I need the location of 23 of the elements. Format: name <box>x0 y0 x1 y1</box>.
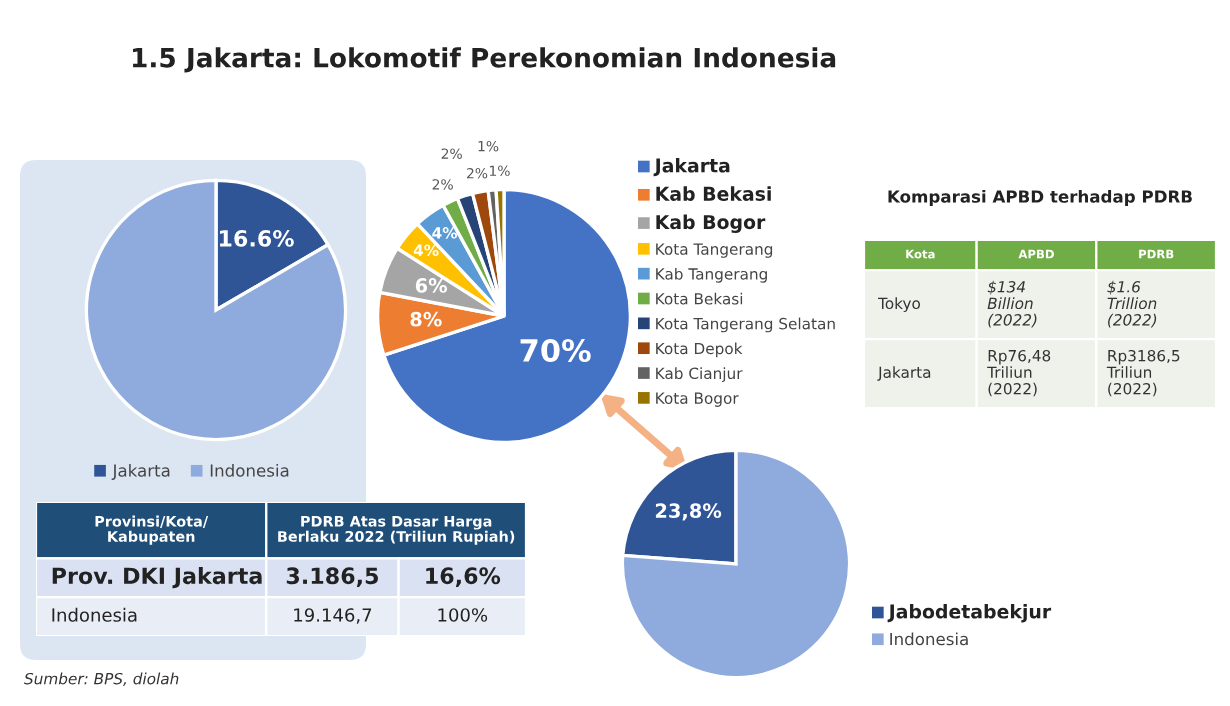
text: 19.146,7 <box>294 608 372 624</box>
data-label: 6% <box>415 278 448 293</box>
legend-label: Indonesia <box>210 463 289 477</box>
legend-label: Jakarta <box>111 463 170 480</box>
category-label: Prov. DKI Jakarta <box>52 566 262 589</box>
legend-label: Jakarta <box>653 158 730 177</box>
data-label: 16.6% <box>219 229 294 247</box>
text: 100% <box>438 608 488 622</box>
pie-slice <box>620 448 852 680</box>
text: 16,6% <box>426 567 501 587</box>
text: 3.186,5 <box>286 567 378 587</box>
legend-label: Indonesia <box>890 632 968 646</box>
data-label: 8% <box>410 311 442 327</box>
legend-label: Jabodetabekjur <box>887 604 1052 623</box>
text: Komparasi APBD terhadap PDRB <box>888 189 1192 207</box>
data-label: 23,8% <box>655 503 722 521</box>
category-label: Indonesia <box>52 607 137 622</box>
data-label: 70% <box>520 338 591 363</box>
pie-slice <box>84 178 348 442</box>
legend-label: Kab Bogor <box>656 214 766 233</box>
pie-slice <box>382 187 633 445</box>
legend-label: Kab Bekasi <box>656 186 771 201</box>
text: 1.5 Jakarta: Lokomotif Perekonomian Indonesia <box>132 47 836 73</box>
